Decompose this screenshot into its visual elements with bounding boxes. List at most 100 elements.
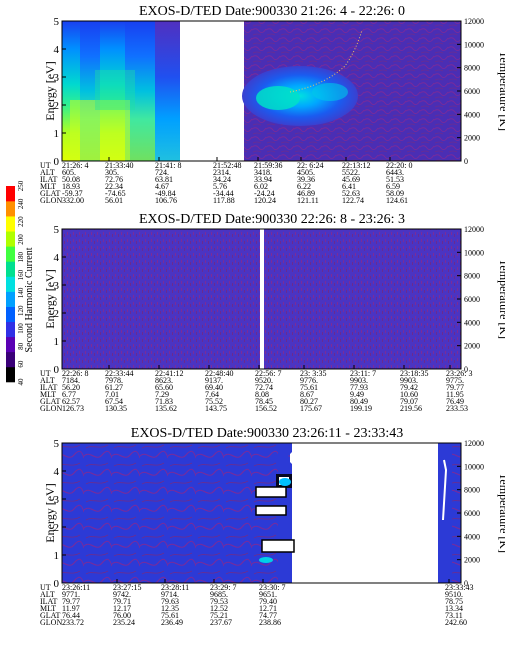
panel-2-data-gap <box>260 229 264 369</box>
table-cell: 78.45 <box>255 397 273 406</box>
table-cell: -49.84 <box>155 189 176 198</box>
table-cell: 122.74 <box>342 196 364 205</box>
table-cell: 238.86 <box>259 618 281 627</box>
table-cell: 79.63 <box>161 597 179 606</box>
table-cell: 22:56: 7 <box>255 369 281 378</box>
ytick-right-label: 10000 <box>464 248 484 257</box>
ytick-label: 2 <box>54 100 60 112</box>
table-cell: 9903. <box>400 376 418 385</box>
table-cell: 79.40 <box>259 597 277 606</box>
table-cell: 23:30: 7 <box>259 583 285 592</box>
table-cell: 72.76 <box>105 175 123 184</box>
table-cell: 73.11 <box>445 611 463 620</box>
table-cell: 12.17 <box>113 604 131 613</box>
ytick-right-label: 12000 <box>464 439 484 448</box>
colorbar-cell <box>6 351 15 368</box>
colorbar-tick-label: 40 <box>17 378 25 386</box>
table-cell: 124.61 <box>386 196 408 205</box>
ytick-right-label: 2000 <box>464 134 480 143</box>
panel-2-title: EXOS-D/TED Date:900330 22:26: 8 - 23:26:… <box>139 212 405 227</box>
table-cell: 605. <box>62 168 76 177</box>
table-cell: 120.24 <box>254 196 276 205</box>
table-cell: 61.27 <box>105 383 123 392</box>
table-cell: 9742. <box>113 590 131 599</box>
table-cell: 21:59:36 <box>254 161 282 170</box>
ytick-right-label: 12000 <box>464 225 484 234</box>
colorbar-cell <box>6 321 15 338</box>
table-cell: 23:27:15 <box>113 583 141 592</box>
table-cell: 39.36 <box>297 175 315 184</box>
ytick-label: 4 <box>54 252 60 264</box>
table-cell: 67.54 <box>105 397 123 406</box>
table-cell: 135.62 <box>155 404 177 413</box>
table-cell: 8.67 <box>300 390 314 399</box>
table-cell: 6.77 <box>62 390 76 399</box>
table-cell: 242.60 <box>445 618 467 627</box>
colorbar-cell <box>6 201 15 217</box>
table-cell: 8.08 <box>255 390 269 399</box>
table-row-label: GLON <box>40 196 62 205</box>
panel-3-ylabel-right: Temperature [K] <box>497 473 505 553</box>
table-row-label: MLT <box>40 390 56 399</box>
colorbar-tick-label: 100 <box>17 323 25 334</box>
colorbar-cell <box>6 291 15 307</box>
table-cell: 80.49 <box>350 397 368 406</box>
ytick-right-label: 12000 <box>464 17 484 26</box>
table-cell: 11.95 <box>446 390 464 399</box>
table-cell: 79.77 <box>446 383 464 392</box>
table-cell: 21:41: 8 <box>155 161 181 170</box>
table-cell: 4505. <box>297 168 315 177</box>
table-cell: 69.40 <box>205 383 223 392</box>
colorbar-cell <box>6 246 15 262</box>
table-cell: 724. <box>155 168 169 177</box>
colorbar-cell <box>6 366 15 383</box>
table-row-label: ILAT <box>40 597 57 606</box>
table-cell: 46.89 <box>297 189 315 198</box>
table-row-label: ALT <box>40 590 55 599</box>
ytick-label: 2 <box>54 308 60 320</box>
table-row-label: ILAT <box>40 383 57 392</box>
ytick-right-label: 6000 <box>464 295 480 304</box>
table-cell: 62.57 <box>62 397 80 406</box>
table-cell: 56.01 <box>105 196 123 205</box>
table-cell: 3418. <box>254 168 272 177</box>
ytick-right-label: 6000 <box>464 509 480 518</box>
table-cell: 23:26: 3 <box>446 369 472 378</box>
table-cell: 78.75 <box>445 597 463 606</box>
table-cell: 233.72 <box>62 618 84 627</box>
ytick-right-label: 4000 <box>464 318 480 327</box>
panel-1: EXOS-D/TED Date:900330 21:26: 4 - 22:26:… <box>40 4 505 205</box>
table-cell: 79.07 <box>400 397 418 406</box>
table-cell: 12.52 <box>210 604 228 613</box>
table-cell: 9510. <box>445 590 463 599</box>
ytick-right-label: 8000 <box>464 272 480 281</box>
table-cell: 156.52 <box>255 404 277 413</box>
colorbar-cell <box>6 186 15 202</box>
ytick-label: 2 <box>54 522 60 534</box>
colorbar-tick-label: 200 <box>17 234 25 245</box>
table-cell: 8623. <box>155 376 173 385</box>
table-cell: 9776. <box>300 376 318 385</box>
colorbar-cell <box>6 231 15 247</box>
table-row-label: UT <box>40 161 51 170</box>
table-cell: 74.77 <box>259 611 277 620</box>
ytick-label: 3 <box>54 280 60 292</box>
table-cell: 23:28:11 <box>161 583 189 592</box>
table-cell: 9775. <box>446 376 464 385</box>
panel-2-ylabel-right: Temperature [K] <box>497 259 505 339</box>
table-row-label: GLON <box>40 618 62 627</box>
panel-1-ylabel: Energy [eV] <box>43 61 57 120</box>
ytick-label: 5 <box>54 224 60 236</box>
ytick-label: 0 <box>54 364 60 376</box>
table-cell: 6.41 <box>342 182 356 191</box>
table-cell: 4.67 <box>155 182 169 191</box>
colorbar-cell <box>6 261 15 277</box>
table-cell: 9714. <box>161 590 179 599</box>
colorbar-label: Second Harmonic Current <box>24 247 35 352</box>
table-cell: 21:52:48 <box>213 161 241 170</box>
table-cell: -74.65 <box>105 189 126 198</box>
colorbar-tick-label: 220 <box>17 216 25 227</box>
table-cell: 126.73 <box>62 404 84 413</box>
table-cell: 22.34 <box>105 182 123 191</box>
ytick-label: 3 <box>54 72 60 84</box>
